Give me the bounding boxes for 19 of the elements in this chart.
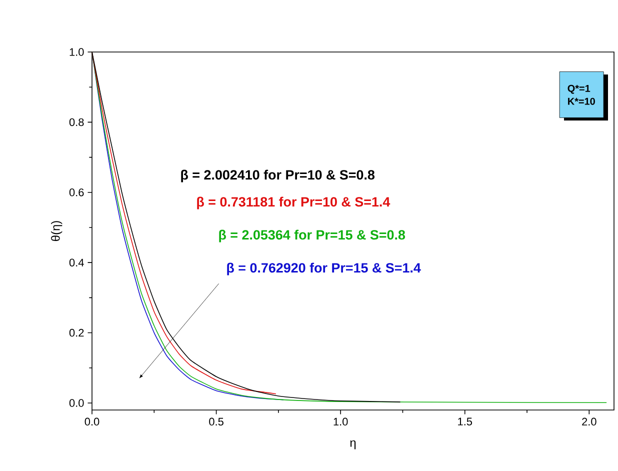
annotation: Q*=1: [568, 84, 590, 94]
y-tick-label: 0.2: [69, 328, 84, 337]
y-tick-label: 0.6: [69, 188, 84, 196]
text: β = 0.762920 for Pr=15 & S=1.4: [227, 262, 421, 276]
y-tick-label: 0.8: [69, 118, 84, 126]
x-tick-label: 1.0: [334, 418, 348, 426]
y-tick-label: 0.4: [69, 258, 84, 266]
text: β = 0.731181 for Pr=10 & S=1.4: [197, 196, 390, 210]
y-axis-title: θ(η): [51, 221, 62, 241]
x-axis-title: η: [350, 440, 356, 450]
x-tick-label: 2.0: [582, 418, 596, 426]
annotation: K*=10: [568, 98, 595, 105]
y-tick-label: 0.0: [69, 399, 84, 407]
x-tick-label: 1.5: [458, 418, 472, 426]
text: β = 2.002410 for Pr=10 & S=0.8: [181, 170, 375, 182]
text: β = 2.05364 for Pr=15 & S=0.8: [219, 230, 406, 242]
x-tick-label: 0.0: [84, 418, 100, 426]
x-tick-label: 0.5: [209, 418, 224, 426]
y-tick-label: 1.0: [70, 48, 84, 56]
